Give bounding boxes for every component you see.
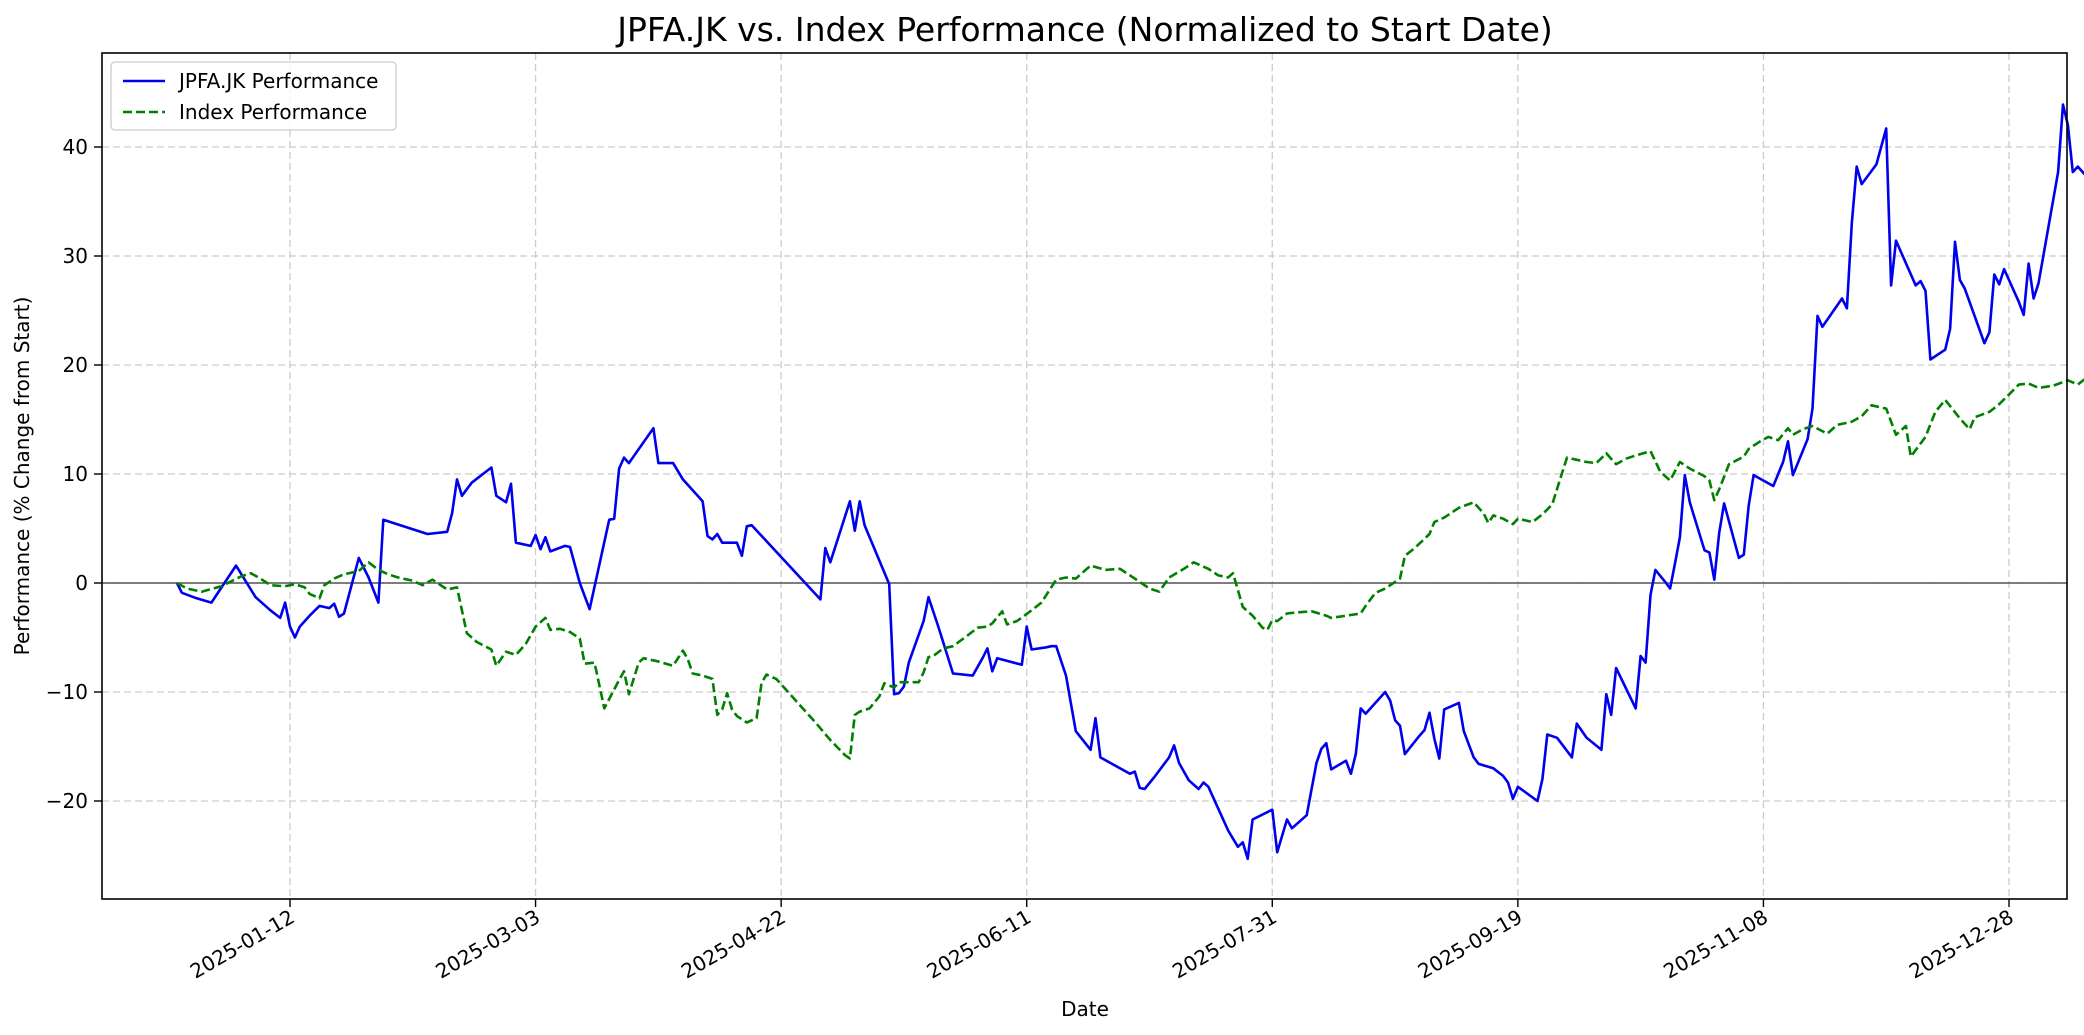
y-tick-label: 40	[63, 135, 88, 159]
y-tick-label: 0	[75, 571, 88, 595]
x-axis-label: Date	[1061, 997, 1109, 1021]
legend-box	[110, 61, 397, 131]
plot-frame	[101, 52, 2068, 900]
legend: JPFA.JK Performance Index Performance	[110, 61, 397, 131]
y-tick-label: 30	[63, 244, 88, 268]
y-tick-label: 10	[63, 462, 88, 486]
jpfa-line	[175, 103, 2084, 861]
index-line	[176, 378, 2084, 760]
chart-title: JPFA.JK vs. Index Performance (Normalize…	[615, 10, 1553, 49]
legend-label-index: Index Performance	[179, 100, 367, 124]
y-tick-label: −10	[46, 680, 88, 704]
y-tick-label: 20	[63, 353, 88, 377]
series-lines	[175, 103, 2084, 861]
y-tick-label: −20	[46, 789, 88, 813]
legend-label-jpfa: JPFA.JK Performance	[177, 69, 378, 93]
y-axis-label: Performance (% Change from Start)	[10, 297, 34, 656]
